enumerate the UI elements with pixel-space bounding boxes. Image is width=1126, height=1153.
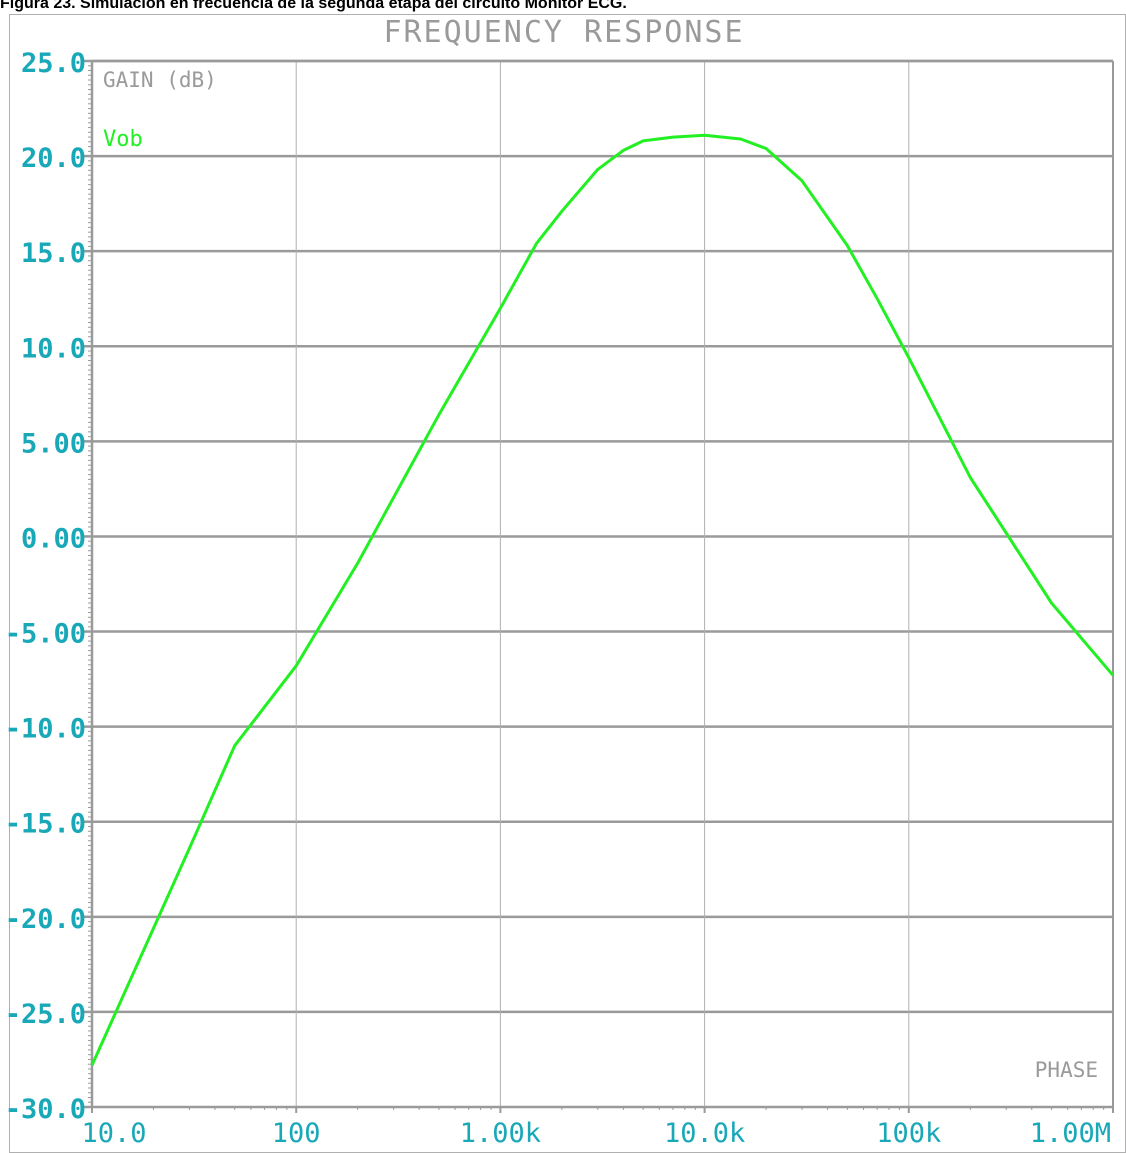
plot-window-border — [9, 14, 1126, 1153]
y-tick-label: 0.00 — [21, 523, 86, 554]
x-tick-label: 100k — [876, 1118, 941, 1149]
phase-label: PHASE — [1035, 1058, 1098, 1082]
y-axis-ticks: 25.0 20.0 15.0 10.0 5.00 0.00 -5.00 -10.0 -15.0 -… — [5, 48, 92, 1125]
x-tick-label: 10.0k — [664, 1118, 745, 1149]
figure-caption: Figura 23. Simulación en frecuencia de l… — [0, 0, 627, 12]
chart-title: FREQUENCY RESPONSE — [383, 15, 744, 50]
y-tick-label: 10.0 — [21, 333, 86, 364]
y-tick-label: 20.0 — [21, 143, 86, 174]
x-tick-label: 1.00M — [1030, 1118, 1111, 1149]
y-tick-label: -20.0 — [5, 904, 86, 935]
plot-axes — [90, 59, 1114, 1109]
y-tick-label: -15.0 — [5, 809, 86, 840]
x-tick-label: 100 — [272, 1118, 321, 1149]
y-tick-label: 25.0 — [21, 48, 86, 79]
y-tick-label: -25.0 — [5, 999, 86, 1030]
y-tick-label: 5.00 — [21, 428, 86, 459]
legend-series-vob: Vob — [103, 127, 143, 152]
grid-lines — [92, 59, 1113, 1107]
x-axis-ticks: 10.0 100 1.00k 10.0k 100k 1.00M — [81, 1107, 1114, 1149]
y-tick-label: -10.0 — [5, 714, 86, 745]
y-tick-label: 15.0 — [21, 238, 86, 269]
series-layer — [90, 133, 1115, 1066]
x-tick-label: 1.00k — [460, 1118, 541, 1149]
x-tick-label: 10.0 — [81, 1118, 146, 1149]
y-tick-label: -30.0 — [5, 1094, 86, 1125]
y-axis-label: GAIN (dB) — [103, 68, 217, 92]
y-tick-label: -5.00 — [5, 619, 86, 650]
series-line-vob — [90, 133, 1115, 1066]
